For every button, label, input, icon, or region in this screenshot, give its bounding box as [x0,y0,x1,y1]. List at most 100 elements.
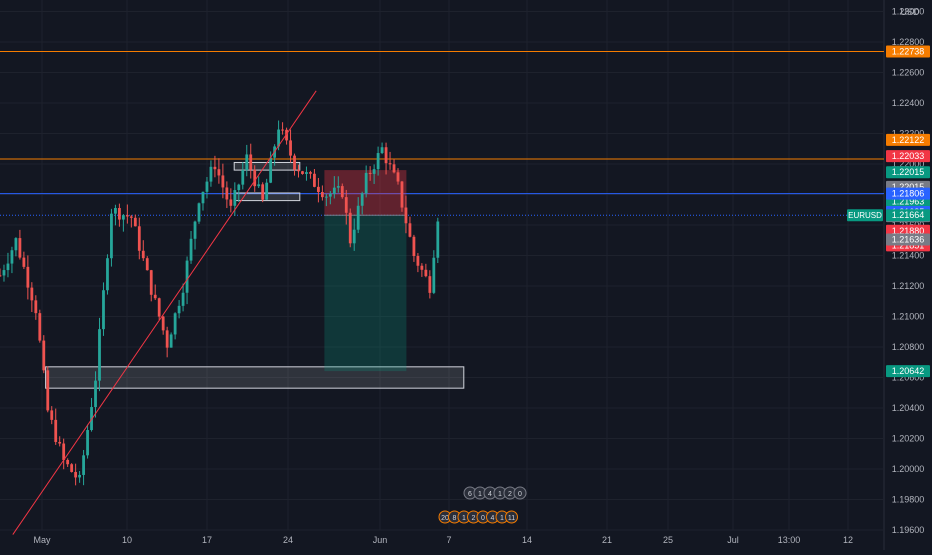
price-tag-box [886,150,930,163]
candle-body [46,370,50,411]
candle-body [372,169,376,174]
candle-body [201,191,205,204]
candle-body [297,169,300,172]
candle-body [209,166,213,182]
symbol-tag-box [847,209,883,222]
currency-label: USD [900,7,920,17]
candle-body [6,263,10,271]
x-tick-label: Jul [727,535,739,545]
trendline[interactable] [12,90,317,535]
candle-body [0,275,2,277]
candle-body [118,208,121,220]
price-tag-box [886,187,930,200]
y-tick-label: 1.20800 [892,342,925,352]
candle-body [328,193,332,197]
candle-body [229,199,233,206]
price-tag-box [886,209,930,222]
y-tick-label: 1.19800 [892,495,925,505]
x-tick-label: 13:00 [778,535,801,545]
event-count: 8 [453,515,457,522]
price-tag-label: 1.21636 [892,234,925,244]
grid [0,0,884,531]
symbol-tag: EURUSD [847,209,883,222]
y-tick-labels: 1.23000 1.22800 1.22600 1.22400 1.22200 1.220… [892,7,925,536]
candle-body [336,186,340,188]
event-count: 2 [472,515,476,522]
x-tick-labels: May 10 17 24 Jun 7 14 21 25 Jul 13:00 12 [33,535,853,545]
candle-body [277,129,280,147]
candle-body [344,197,348,213]
candle-body [30,287,34,301]
x-tick-label: 25 [663,535,673,545]
event-count: 1 [462,515,466,522]
candle-body [237,184,241,191]
event-count: 1 [478,491,482,498]
candle-body [392,164,396,173]
price-tags: 1.22738 1.22122 1.22033 1.22015 1.22015 1.219… [886,45,930,378]
candle-body [269,157,273,183]
short-position[interactable] [324,170,407,372]
candle-body [165,330,169,348]
candle-body [141,250,145,259]
event-count: 11 [508,515,515,522]
candle-body [10,250,14,264]
candle-body [181,292,185,306]
candle-body [368,172,372,174]
candle-body [432,257,436,293]
x-tick-label: May [33,535,51,545]
candle-body [157,298,161,317]
candle-body [133,217,137,227]
candle-body [253,169,257,187]
zones [45,161,465,389]
candle-body [249,154,253,170]
take-profit-zone [324,215,407,372]
candle-body [161,316,165,331]
candle-body [356,205,360,230]
candle-body [380,147,384,154]
y-tick-label: 1.19600 [892,525,925,535]
trendline-line [12,90,317,535]
candle-body [217,169,221,176]
candle-body [129,216,133,218]
y-tick-label: 1.20200 [892,434,925,444]
candle-body [34,300,38,314]
candle-body [348,212,352,244]
price-axis[interactable] [884,0,932,550]
price-tag-label: 1.21880 [892,226,925,236]
candle-body [261,184,265,200]
candle-body [2,270,6,276]
candle-body [265,182,269,200]
candle-body [324,196,328,198]
event-count: 1 [498,491,502,498]
candle-body [400,181,404,208]
event-icon [505,510,518,524]
price-tag-box [886,365,930,378]
candle-body [153,294,157,299]
candle-body [54,419,58,442]
candle-body [257,184,261,187]
y-tick-label: 1.21400 [892,251,925,261]
candle-body [173,313,177,335]
candle-body [94,380,97,408]
candle-body [317,186,320,192]
y-tick-label: 1.23000 [892,7,925,17]
candle-body [149,270,153,295]
candle-body [340,186,344,198]
y-tick-label: 1.22200 [892,129,925,139]
candle-body [98,329,101,381]
event-count: 2 [508,491,512,498]
price-tag-label: 1.22015 [892,182,925,192]
candle-body [301,171,304,174]
y-tick-label: 1.22600 [892,68,925,78]
candle-body [396,172,400,182]
candle-body [197,203,201,222]
candle-body [416,256,420,266]
price-tag-label: 1.22015 [892,167,925,177]
events[interactable]: 6 1 4 1 2 020 8 1 2 0 4 1 11 [438,486,527,524]
candle-body [388,163,392,165]
candle-body [305,172,308,174]
candle-body [313,173,316,187]
